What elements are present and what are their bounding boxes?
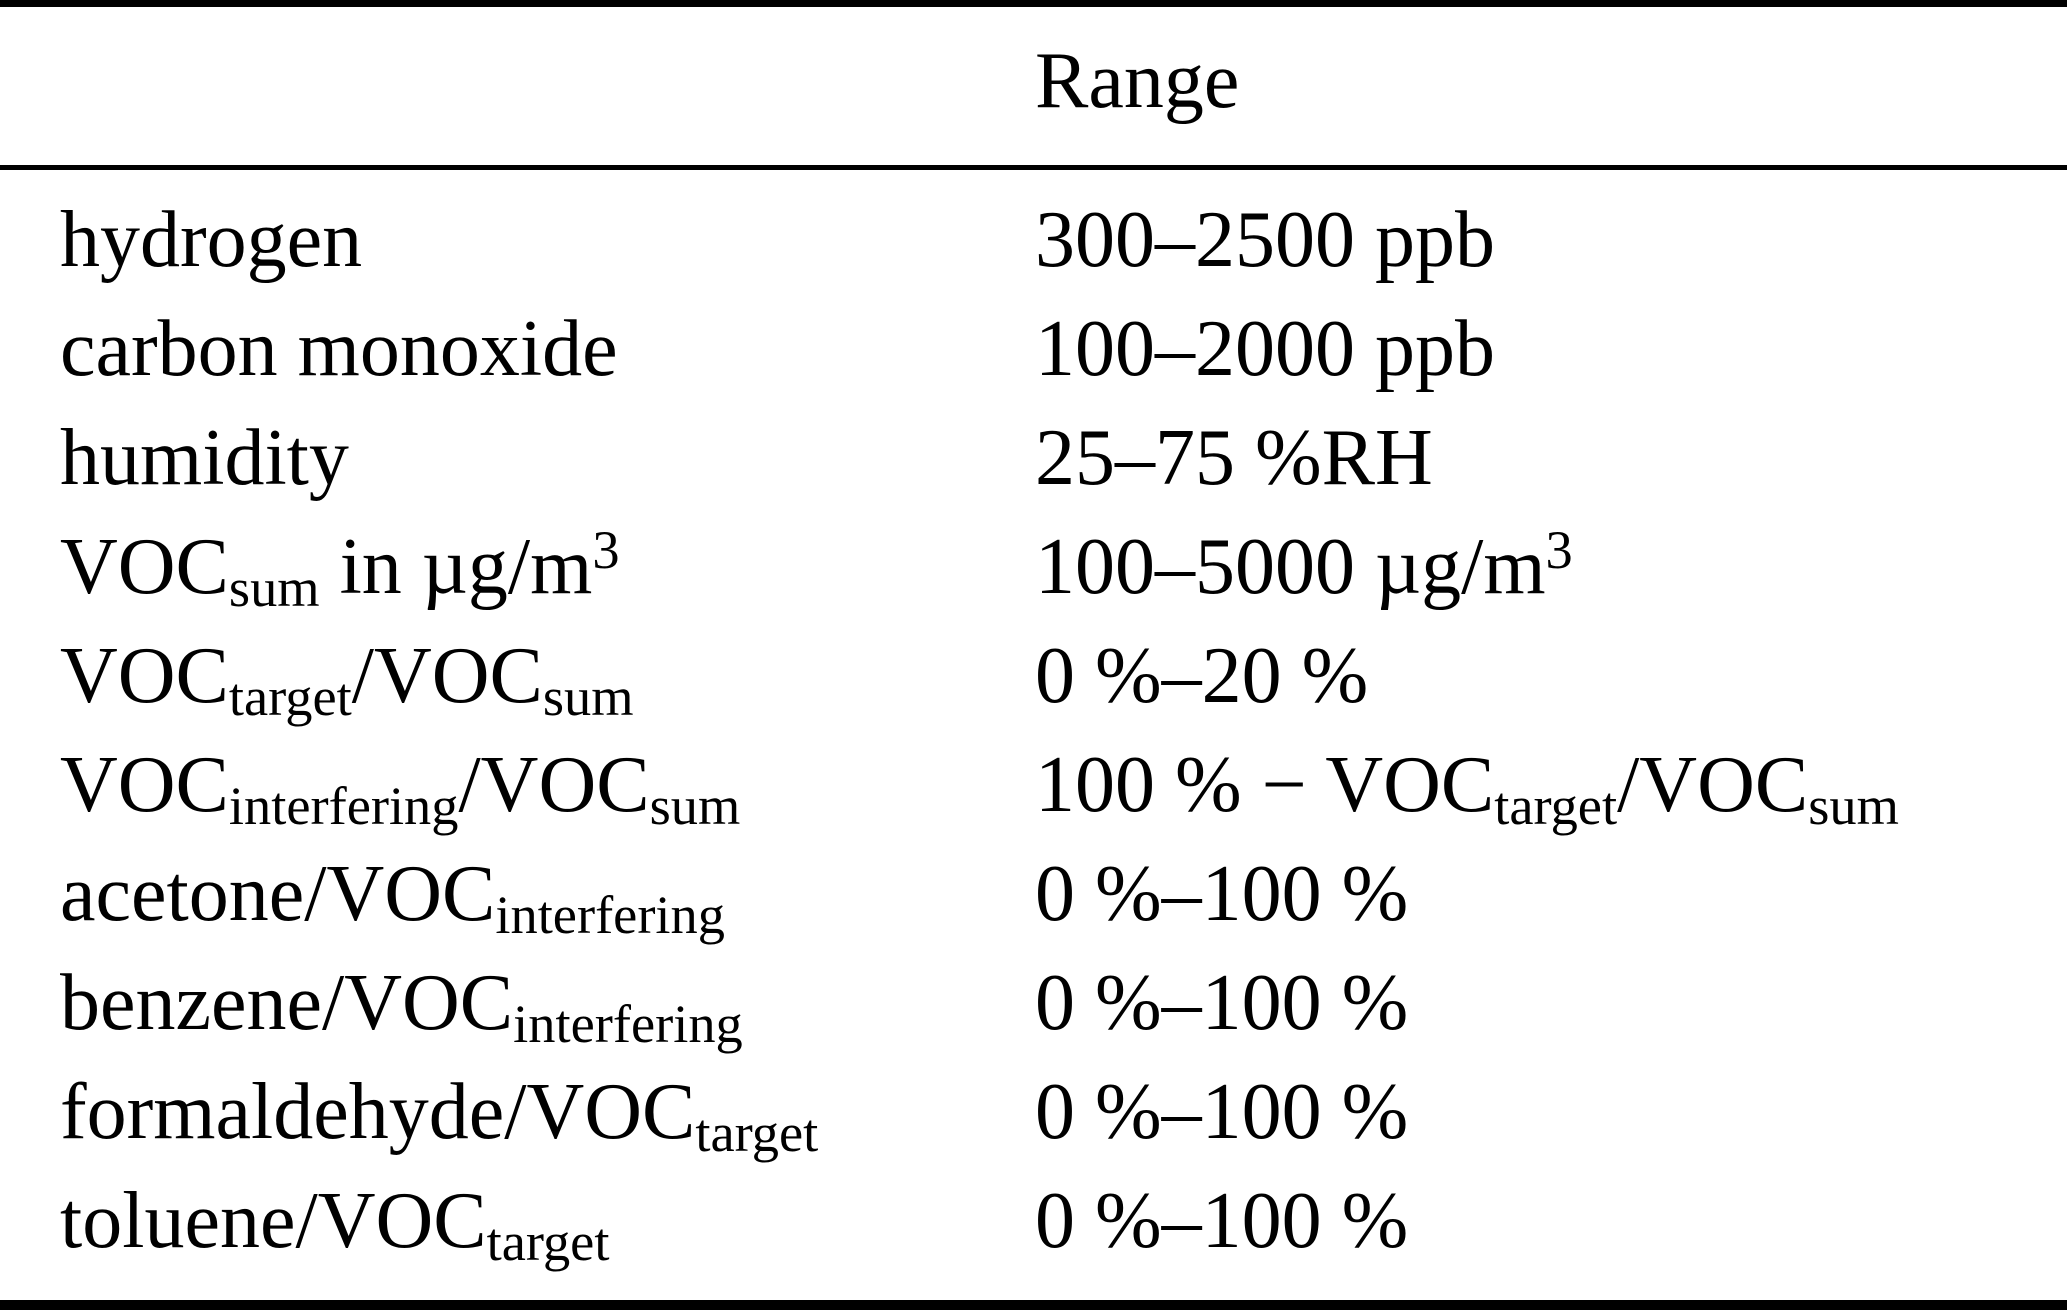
range-cell: 0 %–100 % (1035, 849, 2067, 940)
range-cell: 100–5000 µg/m3 (1035, 522, 2067, 613)
text-segment: benzene/VOC (60, 959, 514, 1047)
parameter-cell: carbon monoxide (0, 304, 1035, 395)
parameter-cell: VOCtarget/VOCsum (0, 631, 1035, 724)
subscript: target (1494, 776, 1618, 837)
range-cell: 0 %–100 % (1035, 1067, 2067, 1158)
table-top-rule (0, 0, 2067, 7)
text-segment: 300–2500 ppb (1035, 196, 1495, 284)
parameter-cell: formaldehyde/VOCtarget (0, 1067, 1035, 1160)
subscript: sum (542, 667, 634, 728)
table-body: hydrogen 300–2500 ppb carbon monoxide 100–2… (0, 170, 2067, 1276)
subscript: interfering (228, 776, 459, 837)
table-row: hydrogen 300–2500 ppb (0, 186, 2067, 295)
range-cell: 100 % − VOCtarget/VOCsum (1035, 740, 2067, 833)
superscript: 3 (1545, 519, 1573, 580)
subscript: interfering (513, 994, 743, 1055)
text-segment: /VOC (1617, 741, 1809, 829)
table-row: benzene/VOCinterfering 0 %–100 % (0, 949, 2067, 1058)
parameter-cell: humidity (0, 413, 1035, 504)
text-segment: /VOC (458, 741, 650, 829)
table-header-row: Range (0, 7, 2067, 165)
parameter-cell: hydrogen (0, 195, 1035, 286)
parameter-cell: VOCinterfering/VOCsum (0, 740, 1035, 833)
range-cell: 0 %–100 % (1035, 958, 2067, 1049)
table-row: carbon monoxide 100–2000 ppb (0, 295, 2067, 404)
text-segment: 0 %–100 % (1035, 850, 1409, 938)
text-segment: humidity (60, 414, 349, 502)
subscript: target (228, 667, 352, 728)
table-row: humidity 25–75 %RH (0, 404, 2067, 513)
subscript: sum (649, 776, 741, 837)
text-segment: 100 % − VOC (1035, 741, 1495, 829)
parameter-cell: VOCsum in µg/m3 (0, 519, 1035, 615)
parameter-cell: acetone/VOCinterfering (0, 849, 1035, 942)
text-segment: toluene/VOC (60, 1177, 487, 1265)
text-segment: VOC (60, 632, 229, 720)
text-segment: /VOC (351, 632, 543, 720)
text-segment: 100–2000 ppb (1035, 305, 1495, 393)
subscript: interfering (495, 885, 725, 946)
subscript: sum (1808, 776, 1899, 837)
header-separator-rule (0, 165, 2067, 170)
text-segment: 0 %–100 % (1035, 1177, 1409, 1265)
superscript: 3 (592, 519, 620, 580)
text-segment: in µg/m (319, 523, 593, 611)
text-segment: VOC (60, 523, 229, 611)
table-row: formaldehyde/VOCtarget 0 %–100 % (0, 1058, 2067, 1167)
text-segment: VOC (60, 741, 229, 829)
table-row: VOCtarget/VOCsum 0 %–20 % (0, 622, 2067, 731)
parameter-cell: toluene/VOCtarget (0, 1176, 1035, 1269)
subscript: target (486, 1212, 610, 1273)
text-segment: 0 %–20 % (1035, 632, 1369, 720)
text-segment: 25–75 %RH (1035, 414, 1433, 502)
text-segment: hydrogen (60, 196, 363, 284)
text-segment: 0 %–100 % (1035, 1068, 1409, 1156)
text-segment: 100–5000 µg/m (1035, 523, 1546, 611)
range-cell: 100–2000 ppb (1035, 304, 2067, 395)
table-row: acetone/VOCinterfering 0 %–100 % (0, 840, 2067, 949)
range-cell: 0 %–100 % (1035, 1176, 2067, 1267)
range-cell: 25–75 %RH (1035, 413, 2067, 504)
range-cell: 0 %–20 % (1035, 631, 2067, 722)
text-segment: acetone/VOC (60, 850, 496, 938)
parameter-cell: benzene/VOCinterfering (0, 958, 1035, 1051)
text-segment: carbon monoxide (60, 305, 618, 393)
table-row: toluene/VOCtarget 0 %–100 % (0, 1167, 2067, 1276)
table-bottom-rule (0, 1300, 2067, 1310)
table-row: VOCinterfering/VOCsum 100 % − VOCtarget/V… (0, 731, 2067, 840)
text-segment: formaldehyde/VOC (60, 1068, 696, 1156)
range-cell: 300–2500 ppb (1035, 195, 2067, 286)
subscript: target (695, 1103, 819, 1164)
range-column-header: Range (1035, 36, 1240, 125)
table-row: VOCsum in µg/m3 100–5000 µg/m3 (0, 513, 2067, 622)
subscript: sum (228, 558, 320, 619)
text-segment: 0 %–100 % (1035, 959, 1409, 1047)
